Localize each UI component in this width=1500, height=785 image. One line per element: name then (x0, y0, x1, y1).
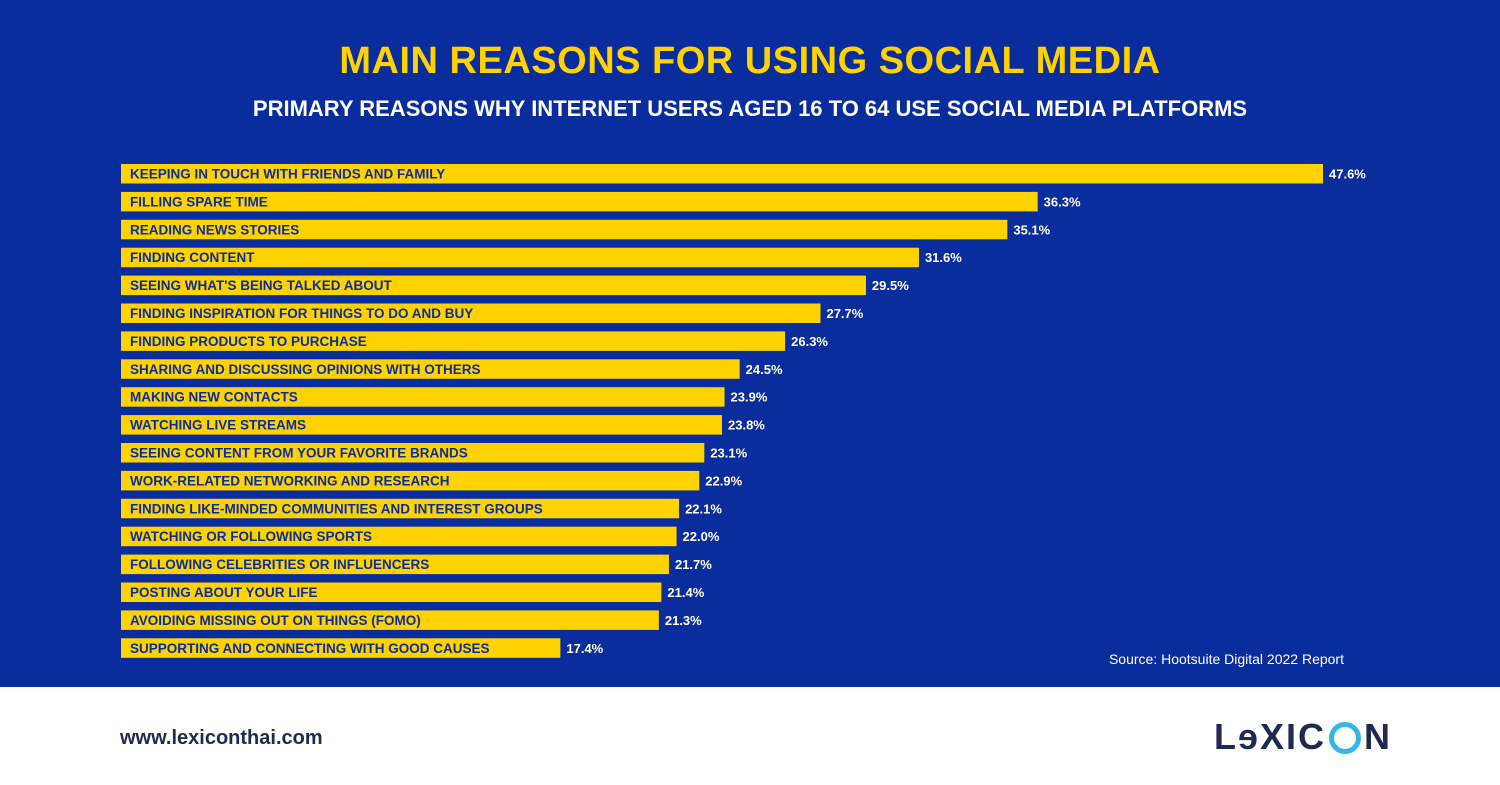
bar-value-label: 24.5% (746, 362, 783, 377)
bar-value-label: 27.7% (826, 306, 863, 321)
bar-value-label: 31.6% (925, 250, 962, 265)
bar-3 (121, 247, 919, 268)
bar-8 (121, 387, 725, 407)
bar-category-label: FINDING INSPIRATION FOR THINGS TO DO AND… (130, 306, 473, 321)
bar-category-label: SUPPORTING AND CONNECTING WITH GOOD CAUS… (130, 641, 490, 656)
bar-10 (121, 443, 705, 463)
bar-12 (121, 498, 680, 519)
bar-category-label: FILLING SPARE TIME (130, 194, 268, 209)
chart-title: MAIN REASONS FOR USING SOCIAL MEDIA (339, 40, 1161, 82)
bar-value-label: 29.5% (872, 278, 909, 293)
bar-category-label: WORK-RELATED NETWORKING AND RESEARCH (130, 473, 450, 488)
bar-chart: KEEPING IN TOUCH WITH FRIENDS AND FAMILY… (121, 164, 1366, 658)
bar-category-label: SEEING WHAT'S BEING TALKED ABOUT (130, 278, 392, 293)
bar-value-label: 22.1% (685, 501, 722, 516)
bar-value-label: 23.1% (710, 446, 747, 461)
bar-1 (121, 191, 1038, 212)
logo-text-left: LɘXIC (1214, 716, 1327, 757)
bar-value-label: 36.3% (1044, 194, 1081, 209)
bar-category-label: READING NEWS STORIES (130, 222, 299, 237)
bar-category-label: FINDING PRODUCTS TO PURCHASE (130, 334, 367, 349)
logo-circle-icon (1329, 722, 1362, 754)
bar-category-label: AVOIDING MISSING OUT ON THINGS (FOMO) (130, 613, 421, 628)
chart-subtitle: PRIMARY REASONS WHY INTERNET USERS AGED … (252, 96, 1248, 121)
bar-category-label: SEEING CONTENT FROM YOUR FAVORITE BRANDS (130, 446, 468, 461)
bar-category-label: POSTING ABOUT YOUR LIFE (130, 585, 318, 600)
bar-category-label: WATCHING OR FOLLOWING SPORTS (130, 529, 372, 544)
bar-category-label: WATCHING LIVE STREAMS (130, 418, 306, 433)
bar-value-label: 21.3% (665, 613, 702, 628)
source-note: Source: Hootsuite Digital 2022 Report (1108, 651, 1344, 667)
bar-11 (121, 470, 700, 491)
chart-panel: MAIN REASONS FOR USING SOCIAL MEDIA PRIM… (0, 0, 1500, 687)
website-link[interactable]: www.lexiconthai.com (120, 727, 323, 749)
bar-value-label: 21.7% (675, 557, 712, 572)
bar-16 (121, 610, 659, 630)
lexicon-logo: LɘXIC N (1214, 716, 1392, 758)
bar-category-label: MAKING NEW CONTACTS (130, 390, 298, 405)
bar-7 (121, 359, 740, 379)
bar-15 (121, 582, 662, 602)
bar-value-label: 17.4% (566, 641, 603, 656)
bar-value-label: 47.6% (1329, 167, 1366, 182)
bar-13 (121, 526, 677, 547)
bar-6 (121, 331, 786, 351)
bar-14 (121, 554, 669, 575)
bar-17 (121, 638, 561, 658)
bar-category-label: FINDING LIKE-MINDED COMMUNITIES AND INTE… (130, 501, 543, 516)
bar-5 (121, 303, 821, 323)
bar-category-label: SHARING AND DISCUSSING OPINIONS WITH OTH… (130, 362, 481, 377)
bar-category-label: FINDING CONTENT (130, 250, 255, 265)
bar-value-label: 23.9% (731, 390, 768, 405)
bar-2 (121, 219, 1008, 240)
bar-value-label: 22.0% (683, 529, 720, 544)
bar-value-label: 23.8% (728, 418, 765, 433)
bar-0 (121, 164, 1323, 184)
logo-text-right: N (1364, 716, 1393, 757)
bar-category-label: KEEPING IN TOUCH WITH FRIENDS AND FAMILY (130, 167, 445, 182)
bar-value-label: 35.1% (1013, 222, 1050, 237)
bar-value-label: 21.4% (667, 585, 704, 600)
bar-category-label: FOLLOWING CELEBRITIES OR INFLUENCERS (130, 557, 429, 572)
bar-4 (121, 275, 866, 296)
bar-value-label: 22.9% (705, 473, 742, 488)
bar-value-label: 26.3% (791, 334, 828, 349)
bar-9 (121, 415, 722, 435)
